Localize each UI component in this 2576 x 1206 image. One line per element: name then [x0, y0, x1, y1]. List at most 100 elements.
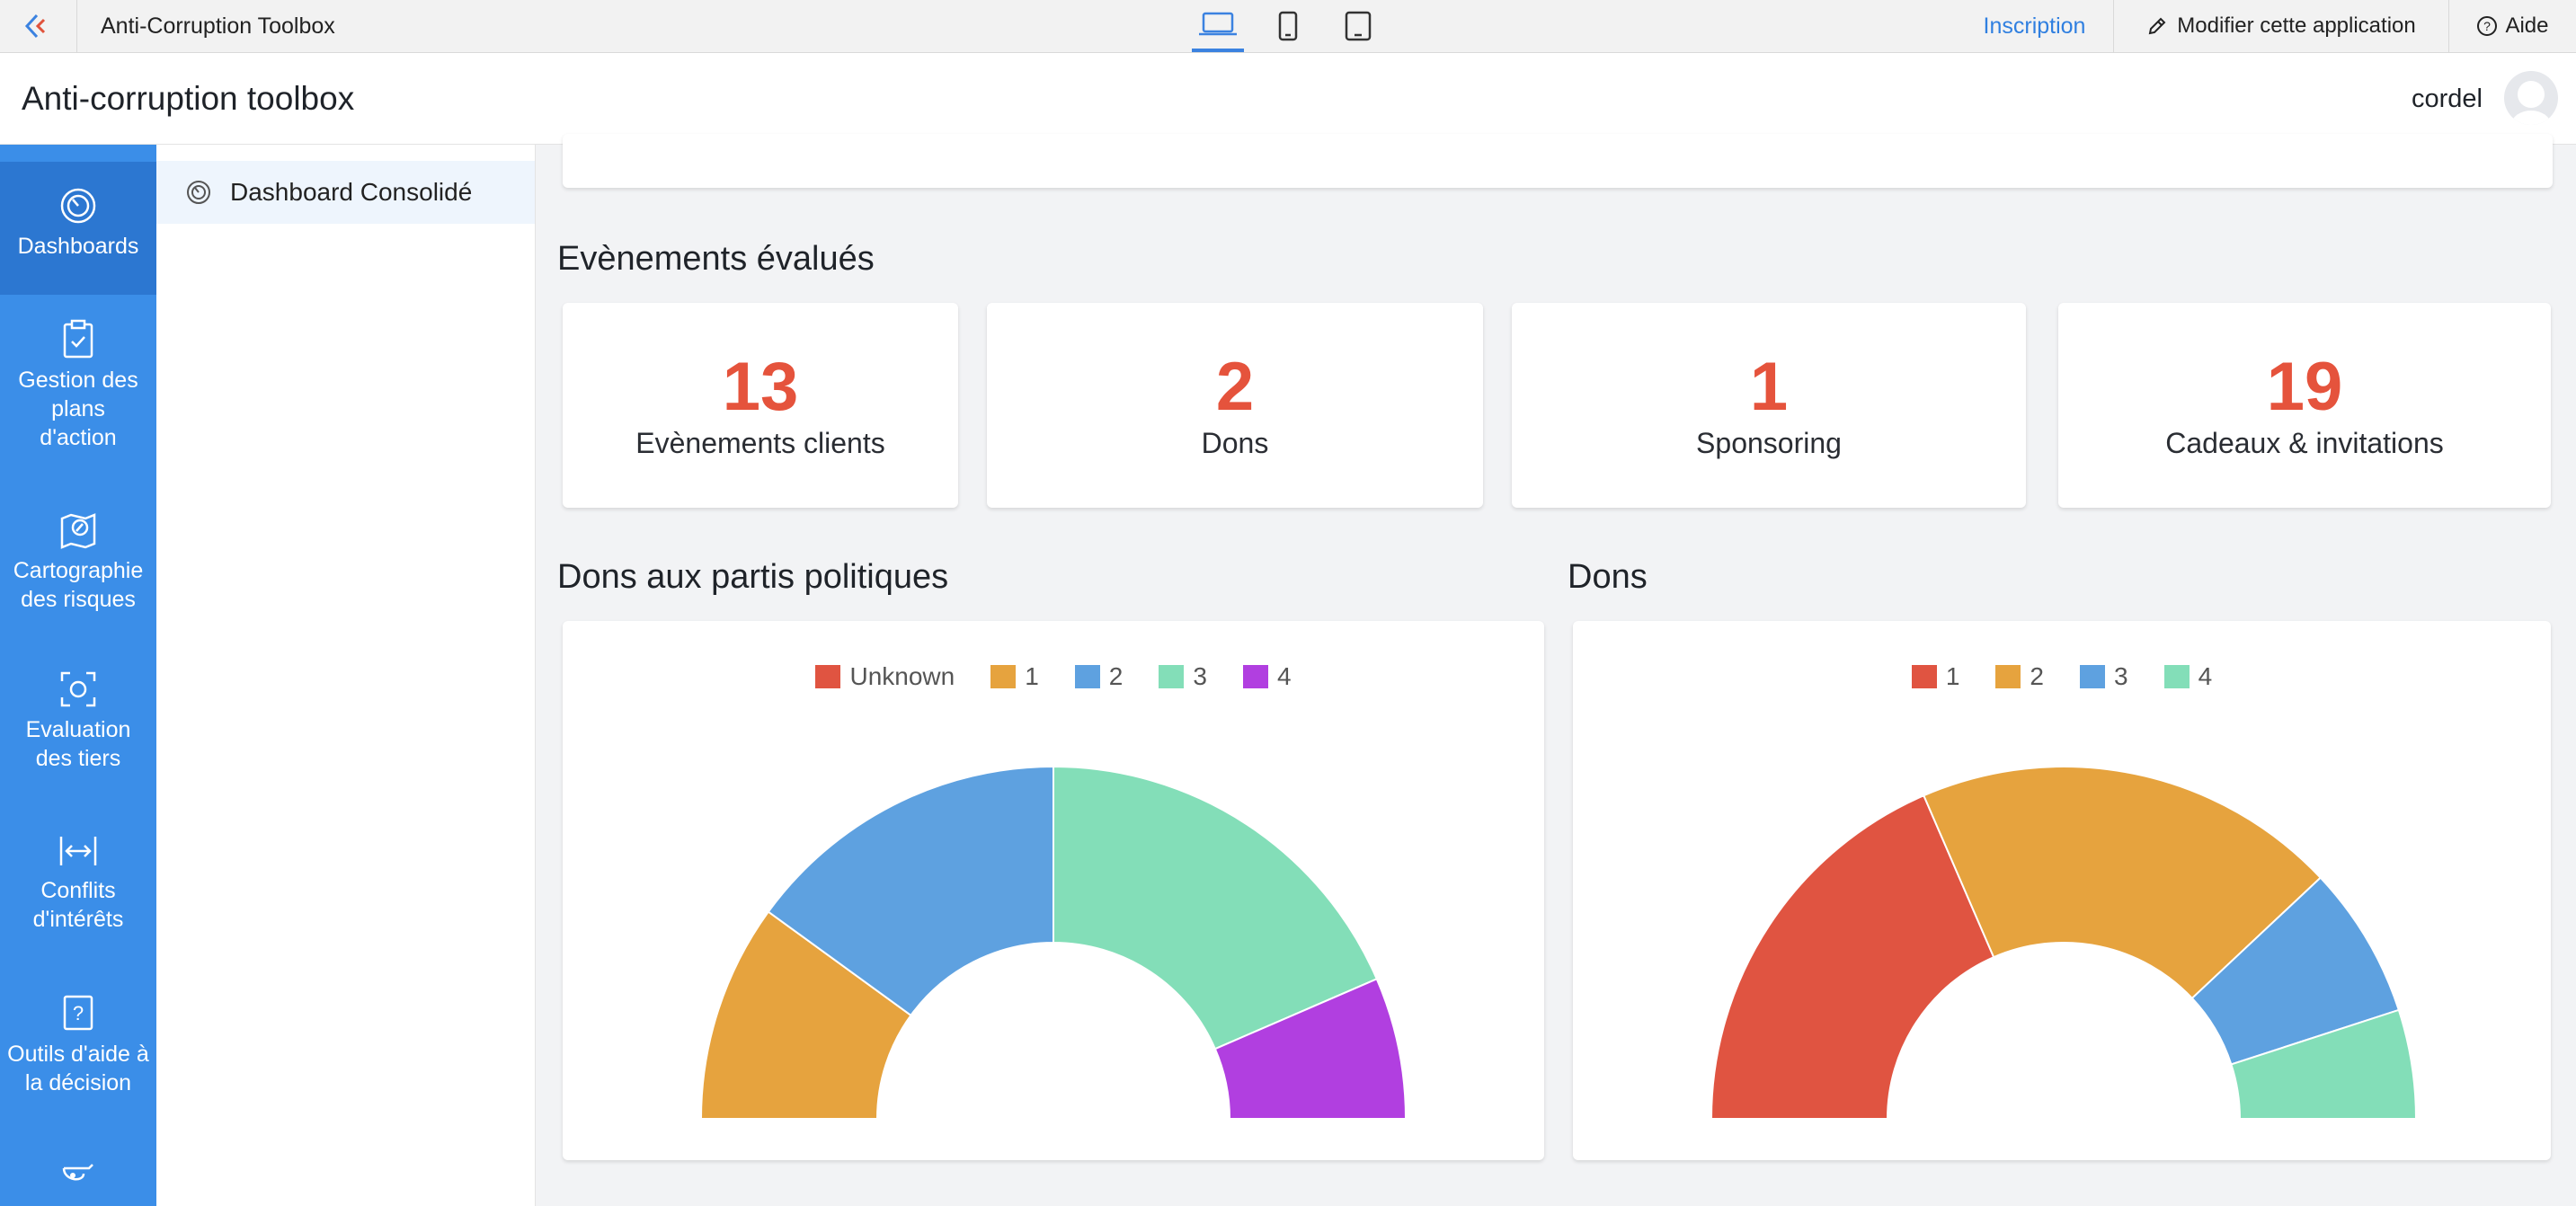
legend-label: Unknown [849, 662, 955, 690]
donut-slice-2[interactable] [1923, 766, 2323, 1000]
rail-item-dashboards[interactable]: Dashboards [0, 162, 156, 295]
legend-label: 3 [1193, 662, 1207, 690]
legend-label: 2 [2030, 662, 2044, 690]
half-donut-chart [699, 765, 1408, 1120]
tablet-icon[interactable] [1332, 0, 1384, 52]
device-preview-switcher [1192, 0, 1402, 52]
top-bar: Anti-Corruption Toolbox Inscription Modi… [0, 0, 2576, 53]
stat-value: 13 [722, 349, 799, 425]
legend-label: 4 [2198, 662, 2213, 690]
stat-value: 2 [1215, 349, 1255, 425]
legend-swatch [2163, 665, 2190, 688]
edit-app-button[interactable]: Modifier cette application [2114, 0, 2449, 52]
rail-item-label: Gestion des plans d'action [18, 368, 138, 450]
rail-item-label: Evaluation des tiers [25, 717, 131, 771]
legend-swatch [1159, 665, 1185, 688]
main-navigation-rail: Dashboards Gestion des plans d'action Ca… [0, 145, 156, 1206]
rail-item-third-party-evaluation[interactable]: Evaluation des tiers [0, 670, 156, 787]
donut-slice-1[interactable] [1710, 794, 1995, 1120]
donut-slice-4[interactable] [1213, 978, 1408, 1120]
stat-value: 19 [2266, 349, 2343, 425]
legend-swatch [1911, 665, 1937, 688]
rail-item-label: Dashboards [17, 234, 139, 259]
previous-card [563, 134, 2553, 188]
rail-item-decision-tools[interactable]: ? Outils d'aide à la décision [0, 993, 156, 1119]
rail-item-label: Outils d'aide à la décision [7, 1042, 149, 1095]
legend-label: 1 [1025, 662, 1039, 690]
legend-item[interactable]: 4 [2163, 662, 2213, 691]
donations-chart: 1 2 3 4 [1573, 621, 2551, 1160]
help-button[interactable]: ? Aide [2449, 0, 2576, 52]
legend-swatch [1242, 665, 1268, 688]
legend-item[interactable]: 3 [2080, 662, 2128, 691]
legend-item[interactable]: 3 [1159, 662, 1207, 691]
dashboard-icon [187, 181, 210, 204]
chart-legend: 1 2 3 4 [1573, 662, 2551, 691]
svg-text:?: ? [2484, 19, 2492, 33]
stat-label: Sponsoring [1696, 427, 1842, 459]
legend-swatch [990, 665, 1017, 688]
political-donations-chart: Unknown 1 2 3 4 [563, 621, 1544, 1160]
phone-icon[interactable] [1262, 0, 1314, 52]
laptop-icon[interactable] [1192, 0, 1244, 52]
toolbox-title: Anti-Corruption Toolbox [101, 13, 335, 39]
stat-label: Cadeaux & invitations [2165, 427, 2444, 459]
legend-item[interactable]: 1 [1911, 662, 1960, 691]
stat-value: 1 [1749, 349, 1789, 425]
rail-item-risk-mapping[interactable]: Cartographie des risques [0, 510, 156, 626]
donut-slice-2[interactable] [767, 765, 1054, 1017]
rail-item-action-plans[interactable]: Gestion des plans d'action [0, 319, 156, 463]
legend-item[interactable]: Unknown [815, 662, 955, 691]
rail-item-whistleblowing[interactable] [0, 1156, 156, 1206]
dashboard-content: Evènements évalués 13 Evènements clients… [536, 134, 2576, 1206]
whistle-icon [62, 1164, 93, 1181]
rail-item-label: Conflits d'intérêts [32, 878, 124, 932]
legend-item[interactable]: 2 [1074, 662, 1124, 691]
legend-swatch [2080, 665, 2105, 688]
submenu-item-consolidated-dashboard[interactable]: Dashboard Consolidé [156, 161, 535, 224]
chart1-title: Dons aux partis politiques [557, 558, 949, 596]
focus-icon [60, 671, 96, 707]
arrows-horizontal-icon [59, 837, 97, 865]
avatar[interactable] [2504, 71, 2558, 125]
donut-slice-4[interactable] [2230, 1008, 2418, 1120]
legend-label: 3 [2114, 662, 2128, 690]
app-header: Anti-corruption toolbox cordel [0, 53, 2576, 145]
stat-label: Evènements clients [635, 427, 885, 459]
username[interactable]: cordel [2412, 84, 2483, 113]
stat-card: 1 Sponsoring [1512, 303, 2026, 508]
help-label: Aide [2505, 13, 2549, 38]
chart-legend: Unknown 1 2 3 4 [563, 662, 1544, 691]
rail-item-conflicts-of-interest[interactable]: Conflits d'intérêts [0, 833, 156, 950]
legend-label: 4 [1276, 662, 1292, 690]
legend-label: 1 [1945, 662, 1960, 690]
submenu-item-label: Dashboard Consolidé [230, 178, 473, 206]
app-logo-icon[interactable] [0, 0, 77, 52]
pencil-icon [2148, 17, 2166, 35]
events-section-title: Evènements évalués [557, 240, 875, 278]
edit-app-label: Modifier cette application [2177, 13, 2416, 38]
donut-slice-3[interactable] [1053, 765, 1379, 1051]
chart2-title: Dons [1568, 558, 1648, 596]
legend-label: 2 [1108, 662, 1124, 690]
stat-card: 2 Dons [987, 303, 1483, 508]
legend-swatch [1074, 665, 1100, 688]
dashboards-submenu: Dashboard Consolidé [156, 145, 536, 1206]
legend-swatch [815, 665, 841, 688]
question-icon: ? [63, 995, 93, 1031]
rail-item-label: Cartographie des risques [13, 558, 144, 612]
stat-card: 13 Evènements clients [563, 303, 958, 508]
legend-item[interactable]: 1 [990, 662, 1039, 691]
svg-text:?: ? [73, 1002, 84, 1024]
page-title: Anti-corruption toolbox [22, 80, 355, 117]
half-donut-chart [1710, 766, 2418, 1120]
help-circle-icon: ? [2477, 16, 2498, 36]
signup-link[interactable]: Inscription [1956, 0, 2114, 52]
stat-card: 19 Cadeaux & invitations [2058, 303, 2551, 508]
dashboard-icon [60, 188, 96, 224]
legend-item[interactable]: 2 [1995, 662, 2044, 691]
map-icon [60, 513, 96, 549]
clipboard-check-icon [63, 319, 93, 359]
stat-label: Dons [1201, 427, 1269, 459]
legend-item[interactable]: 4 [1242, 662, 1292, 691]
